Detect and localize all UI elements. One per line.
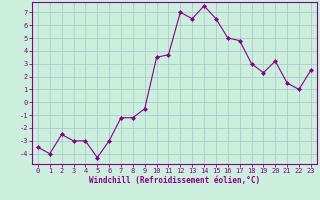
X-axis label: Windchill (Refroidissement éolien,°C): Windchill (Refroidissement éolien,°C): [89, 176, 260, 185]
